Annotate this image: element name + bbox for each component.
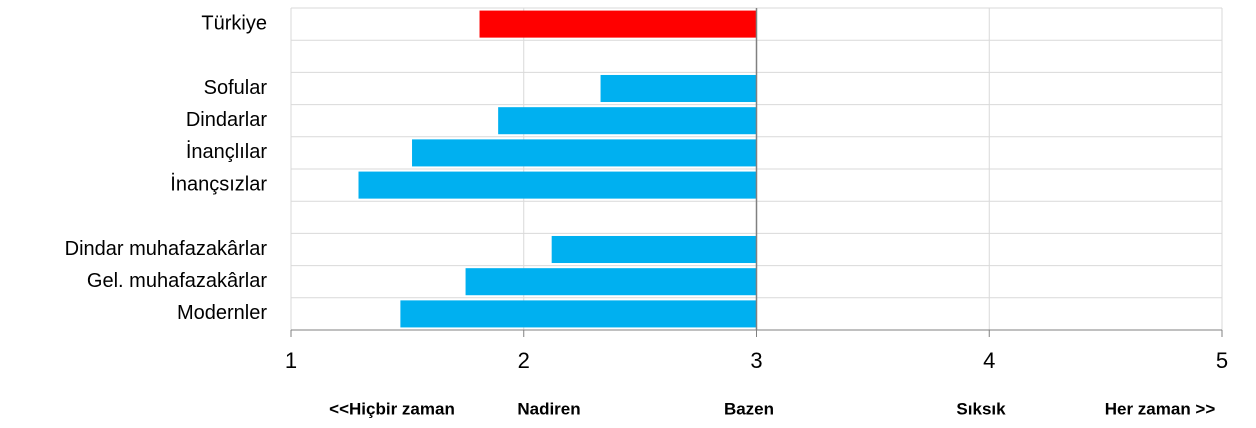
scale-label: Nadiren: [517, 399, 580, 418]
bar: [479, 10, 757, 38]
x-tick-label: 4: [983, 348, 995, 373]
bar: [551, 235, 757, 264]
y-tick-label: Sofular: [204, 77, 268, 99]
y-tick-label: İnançlılar: [186, 140, 267, 163]
y-tick-label: Gel. muhafazakârlar: [87, 270, 267, 292]
y-tick-label: Dindarlar: [186, 109, 267, 131]
bar: [465, 268, 757, 296]
scale-label: Her zaman >>: [1105, 399, 1216, 418]
x-tick-label: 2: [518, 348, 530, 373]
x-tick-label: 5: [1216, 348, 1228, 373]
bar: [600, 74, 757, 103]
scale-label: Bazen: [724, 399, 774, 418]
bar: [400, 300, 757, 328]
scale-label: Sıksık: [956, 399, 1006, 418]
y-tick-label: Modernler: [177, 302, 267, 324]
scale-label: <<Hiçbir zaman: [329, 399, 455, 418]
y-tick-label: İnançsızlar: [170, 172, 267, 195]
y-tick-label: Dindar muhafazakârlar: [65, 238, 268, 260]
x-tick-label: 1: [285, 348, 297, 373]
x-tick-label: 3: [750, 348, 762, 373]
bar: [498, 107, 757, 135]
bar: [412, 139, 757, 167]
bar: [358, 171, 757, 199]
y-tick-label: Türkiye: [201, 12, 267, 34]
